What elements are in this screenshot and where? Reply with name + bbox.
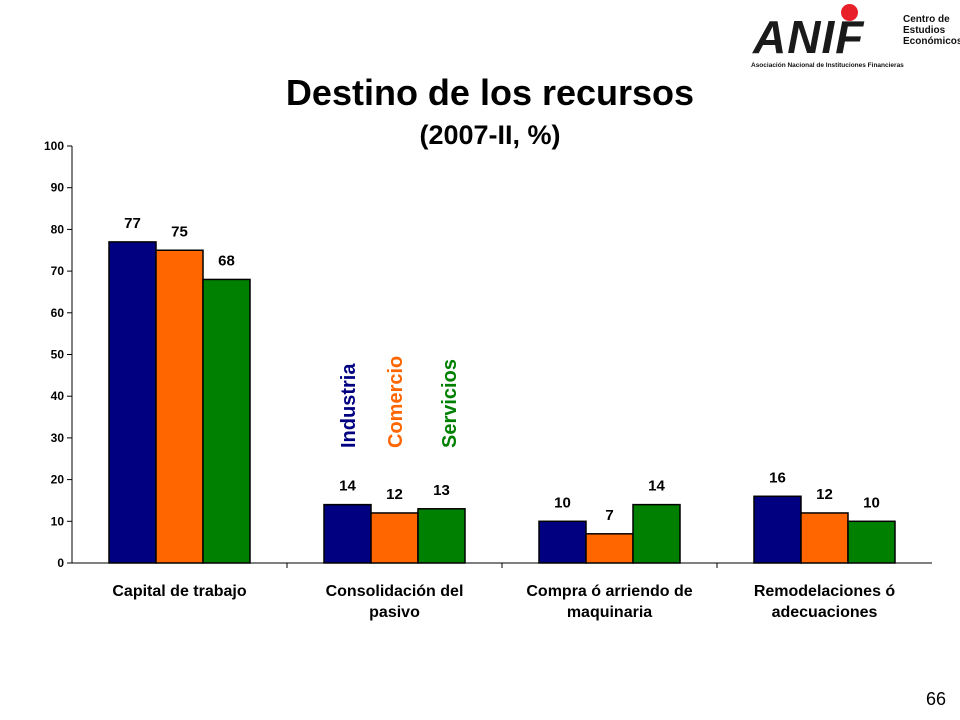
data-label: 13 — [433, 482, 450, 499]
data-label: 10 — [863, 494, 880, 511]
chart-title: Destino de los recursos — [285, 72, 695, 113]
logo-caption: Asociación Nacional de Instituciones Fin… — [751, 62, 904, 69]
bar — [202, 278, 251, 564]
x-category-label: adecuaciones — [772, 604, 878, 621]
bar — [585, 533, 634, 564]
y-tick-label: 30 — [51, 431, 65, 445]
y-tick-label: 40 — [51, 389, 65, 403]
logo-wordmark: ANIF — [753, 11, 865, 63]
data-label: 7 — [605, 507, 613, 524]
bar — [847, 520, 896, 564]
y-tick-label: 10 — [51, 514, 65, 528]
data-label: 14 — [648, 478, 665, 495]
bar — [800, 512, 849, 564]
x-category-label: Compra ó arriendo de — [526, 583, 692, 600]
y-tick-label: 60 — [51, 306, 65, 320]
y-tick-label: 50 — [51, 348, 65, 362]
data-label: 16 — [769, 469, 786, 486]
data-label: 14 — [339, 478, 356, 495]
legend-label: Comercio — [385, 356, 407, 448]
data-label: 68 — [218, 252, 235, 269]
legend-label: Industria — [338, 363, 360, 448]
anif-logo: ANIF Asociación Nacional de Institucione… — [745, 4, 960, 74]
logo-center-line: Económicos — [903, 36, 960, 47]
logo-center-line: Estudios — [903, 25, 946, 36]
bar — [538, 520, 587, 564]
data-label: 10 — [554, 494, 571, 511]
bar — [155, 249, 204, 564]
chart-subtitle: (2007-II, %) — [419, 120, 561, 150]
y-tick-label: 100 — [44, 139, 64, 153]
legend-label: Servicios — [439, 359, 461, 448]
logo-dot-icon — [841, 4, 858, 21]
bar — [632, 503, 681, 564]
page-number: 66 — [925, 689, 946, 709]
bar — [753, 495, 802, 564]
logo-center-text: Centro de Estudios Económicos — [903, 14, 960, 47]
x-category-label: pasivo — [369, 604, 420, 621]
y-tick-label: 20 — [51, 473, 65, 487]
bar — [417, 508, 466, 564]
y-tick-label: 0 — [57, 556, 64, 570]
bar — [323, 503, 372, 564]
data-label: 77 — [124, 215, 141, 232]
data-label: 12 — [816, 486, 833, 503]
y-tick-label: 80 — [51, 222, 65, 236]
y-tick-label: 90 — [51, 181, 65, 195]
bar — [108, 241, 157, 564]
data-label: 12 — [386, 486, 403, 503]
x-category-label: Remodelaciones ó — [754, 583, 896, 600]
bar — [370, 512, 419, 564]
x-category-label: Consolidación del — [326, 583, 464, 600]
data-label: 75 — [171, 223, 188, 240]
logo-center-line: Centro de — [903, 14, 950, 25]
y-tick-label: 70 — [51, 264, 65, 278]
x-category-label: Capital de trabajo — [112, 583, 246, 600]
x-category-label: maquinaria — [567, 604, 652, 621]
